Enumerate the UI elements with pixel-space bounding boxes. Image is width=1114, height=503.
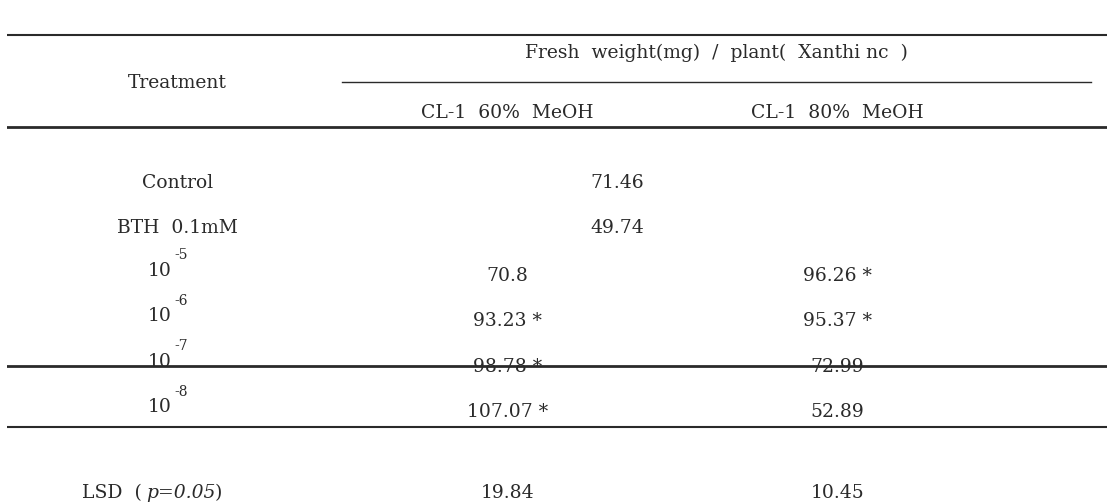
Text: 107.07 *: 107.07 *	[467, 403, 548, 422]
Text: Fresh  weight(mg)  /  plant(  Xanthi nc  ): Fresh weight(mg) / plant( Xanthi nc )	[525, 43, 908, 61]
Text: -6: -6	[174, 294, 187, 308]
Text: 70.8: 70.8	[487, 267, 528, 285]
Text: Control: Control	[141, 174, 213, 192]
Text: 72.99: 72.99	[811, 358, 864, 376]
Text: 10: 10	[148, 262, 172, 280]
Text: -5: -5	[174, 248, 187, 263]
Text: 10: 10	[148, 307, 172, 325]
Text: 10: 10	[148, 398, 172, 416]
Text: CL-1  60%  MeOH: CL-1 60% MeOH	[421, 104, 594, 122]
Text: CL-1  80%  MeOH: CL-1 80% MeOH	[751, 104, 924, 122]
Text: p=0.05: p=0.05	[146, 483, 215, 501]
Text: -8: -8	[174, 385, 187, 399]
Text: LSD  (: LSD (	[81, 483, 141, 501]
Text: 93.23 *: 93.23 *	[473, 312, 541, 330]
Text: 96.26 *: 96.26 *	[803, 267, 872, 285]
Text: 98.78 *: 98.78 *	[473, 358, 543, 376]
Text: 71.46: 71.46	[590, 174, 644, 192]
Text: Treatment: Treatment	[128, 74, 227, 92]
Text: -7: -7	[174, 340, 188, 354]
Text: 95.37 *: 95.37 *	[803, 312, 872, 330]
Text: BTH  0.1mM: BTH 0.1mM	[117, 219, 238, 237]
Text: 19.84: 19.84	[480, 483, 535, 501]
Text: ): )	[215, 483, 222, 501]
Text: 10: 10	[148, 353, 172, 371]
Text: 10.45: 10.45	[811, 483, 864, 501]
Text: 52.89: 52.89	[811, 403, 864, 422]
Text: 49.74: 49.74	[590, 219, 644, 237]
